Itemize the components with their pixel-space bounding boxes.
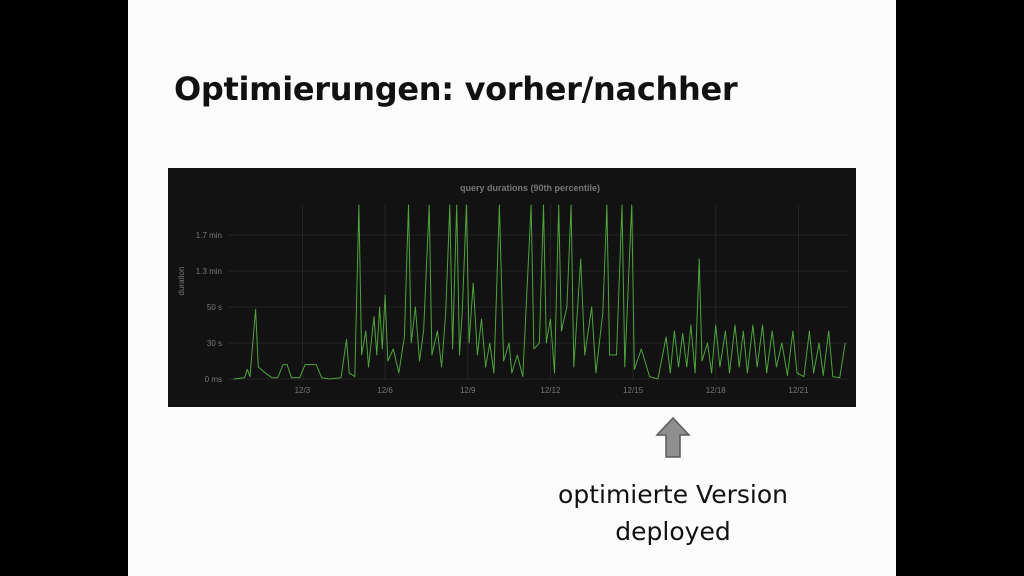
caption-line-1: optimierte Version — [558, 480, 788, 509]
presentation-slide: Optimierungen: vorher/nachher query dura… — [128, 0, 896, 576]
y-tick-label: 0 ms — [205, 375, 222, 384]
query-durations-chart: query durations (90th percentile) duratio… — [177, 183, 848, 395]
chart-panel: query durations (90th percentile) duratio… — [168, 168, 856, 407]
x-tick-label: 12/9 — [460, 386, 476, 395]
y-tick-label: 1.7 min — [196, 231, 222, 240]
caption-line-2: deployed — [615, 517, 731, 546]
x-tick-label: 12/6 — [377, 386, 393, 395]
y-tick-label: 50 s — [207, 303, 222, 312]
y-axis-label: duration — [177, 267, 186, 296]
x-tick-label: 12/18 — [706, 386, 727, 395]
y-tick-label: 30 s — [207, 339, 222, 348]
annotation-caption: optimierte Version deployed — [533, 476, 813, 550]
chart-title: query durations (90th percentile) — [460, 183, 600, 193]
y-tick-label: 1.3 min — [196, 267, 222, 276]
series-line — [233, 204, 846, 380]
up-arrow-icon — [655, 417, 691, 458]
x-tick-label: 12/21 — [788, 386, 809, 395]
x-tick-label: 12/15 — [623, 386, 644, 395]
slide-title: Optimierungen: vorher/nachher — [174, 70, 738, 108]
x-tick-label: 12/3 — [295, 386, 311, 395]
x-tick-label: 12/12 — [540, 386, 561, 395]
